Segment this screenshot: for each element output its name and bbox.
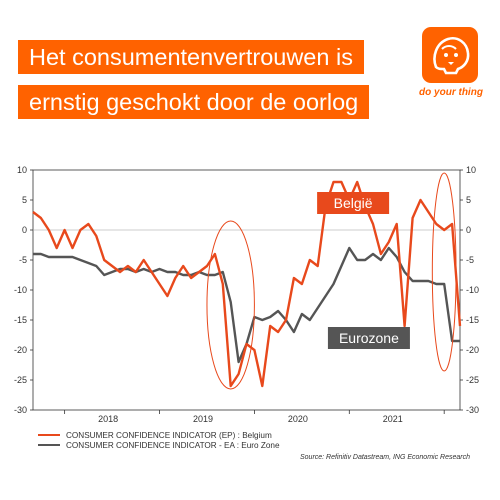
headline-line-2: ernstig geschokt door de oorlog (18, 85, 370, 119)
x-tick-label-2018: 2018 (98, 414, 118, 424)
highlight-ellipse-1 (206, 220, 255, 390)
plot-frame (32, 169, 461, 411)
y-tick-label-right: -25 (466, 375, 479, 385)
y-tick-label-right: 0 (466, 225, 471, 235)
y-tick-label-left: -15 (14, 315, 27, 325)
y-tick-label-right: -20 (466, 345, 479, 355)
legend-item-eurozone: CONSUMER CONFIDENCE INDICATOR - EA : Eur… (38, 440, 280, 450)
x-tick-label-2020: 2020 (288, 414, 308, 424)
source-note: Source: Refinitiv Datastream, ING Econom… (299, 454, 470, 461)
y-tick-label-right: -5 (466, 255, 474, 265)
y-tick-label-left: -10 (14, 285, 27, 295)
y-tick-label-left: -20 (14, 345, 27, 355)
x-tick-label-2021: 2021 (383, 414, 403, 424)
y-tick-label-right: -30 (466, 405, 479, 415)
y-tick-label-left: -30 (14, 405, 27, 415)
lion-icon (422, 27, 478, 83)
y-tick-label-right: 5 (466, 195, 471, 205)
logo-text: do your thing (419, 87, 483, 98)
y-tick-label-right: 10 (466, 165, 476, 175)
legend-swatch-eurozone (38, 444, 60, 446)
y-tick-label-left: 10 (17, 165, 27, 175)
annotation-eurozone-box (327, 327, 410, 349)
line-chart: 10 10 5 5 0 0 -5 -5 -10 -10 -15 -15 -20 -20 -25 -25 -30 -… (14, 165, 479, 424)
legend-label-belgium: CONSUMER CONFIDENCE INDICATOR (EP) : Bel… (66, 430, 272, 440)
annotation-belgie-label: België (334, 195, 373, 211)
y-tick-label-left: -25 (14, 375, 27, 385)
x-tick-label-2019: 2019 (193, 414, 213, 424)
y-tick-label-left: 5 (22, 195, 27, 205)
annotation-belgie-box (317, 192, 390, 214)
y-tick-label-right: -10 (466, 285, 479, 295)
headline-line-1: Het consumentenvertrouwen is (18, 40, 364, 74)
y-tick-label-left: -5 (19, 255, 27, 265)
y-tick-label-left: 0 (22, 225, 27, 235)
legend-label-eurozone: CONSUMER CONFIDENCE INDICATOR - EA : Eur… (66, 440, 280, 450)
headline: Het consumentenvertrouwen is ernstig ges… (18, 40, 370, 119)
legend: CONSUMER CONFIDENCE INDICATOR (EP) : Bel… (38, 430, 280, 450)
series-line-belgium (32, 180, 462, 388)
legend-swatch-belgium (38, 434, 60, 436)
legend-item-belgium: CONSUMER CONFIDENCE INDICATOR (EP) : Bel… (38, 430, 280, 440)
y-tick-label-right: -15 (466, 315, 479, 325)
annotation-eurozone-label: Eurozone (339, 330, 399, 346)
highlight-ellipse-2 (431, 172, 457, 372)
